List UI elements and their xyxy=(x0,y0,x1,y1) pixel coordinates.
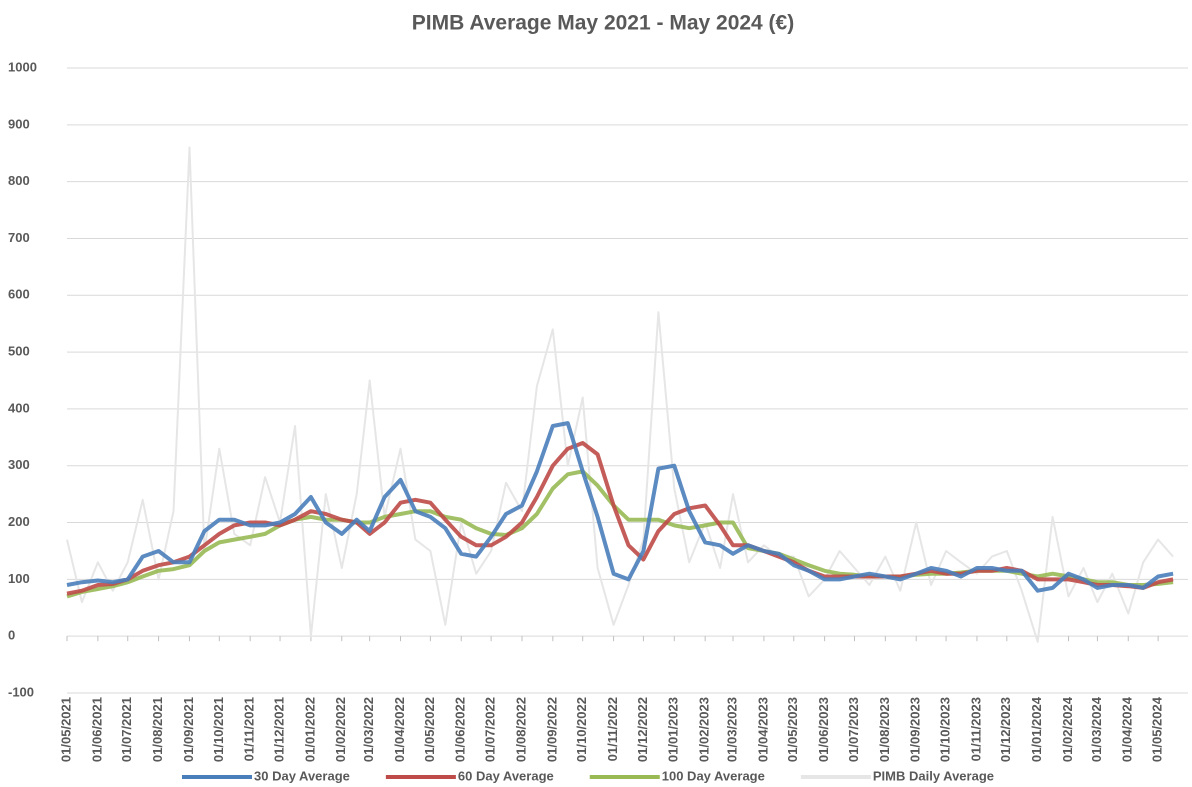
y-tick-label: 100 xyxy=(8,571,30,586)
x-tick-label: 01/12/2021 xyxy=(271,697,286,762)
x-tick-label: 01/09/2021 xyxy=(181,697,196,762)
y-tick-label: 1000 xyxy=(8,59,37,74)
legend-label: 30 Day Average xyxy=(254,768,350,783)
x-tick-label: 01/03/2024 xyxy=(1089,696,1104,762)
x-tick-label: 01/10/2021 xyxy=(211,697,226,762)
x-tick-label: 01/06/2022 xyxy=(453,697,468,762)
y-tick-label: 600 xyxy=(8,287,30,302)
x-tick-label: 01/11/2022 xyxy=(605,697,620,761)
x-tick-label: 01/10/2023 xyxy=(938,697,953,762)
x-tick-label: 01/01/2024 xyxy=(1029,696,1044,762)
x-tick-label: 01/07/2022 xyxy=(483,697,498,762)
y-tick-label: -100 xyxy=(8,684,34,699)
x-tick-label: 01/06/2023 xyxy=(816,697,831,762)
x-tick-label: 01/12/2023 xyxy=(998,697,1013,762)
legend-label: 60 Day Average xyxy=(458,768,554,783)
x-tick-label: 01/05/2024 xyxy=(1150,696,1165,762)
x-tick-label: 01/02/2022 xyxy=(333,697,348,762)
y-tick-label: 900 xyxy=(8,116,30,131)
y-tick-label: 200 xyxy=(8,514,30,529)
y-tick-label: 400 xyxy=(8,400,30,415)
x-tick-label: 01/10/2022 xyxy=(574,697,589,762)
y-tick-label: 800 xyxy=(8,173,30,188)
x-tick-label: 01/11/2021 xyxy=(242,697,257,761)
legend-label: 100 Day Average xyxy=(662,768,765,783)
x-tick-label: 01/05/2022 xyxy=(422,697,437,762)
x-tick-label: 01/05/2021 xyxy=(58,697,73,762)
chart-title: PIMB Average May 2021 - May 2024 (€) xyxy=(412,12,794,35)
x-tick-label: 01/07/2021 xyxy=(119,697,134,762)
x-tick-label: 01/06/2021 xyxy=(89,697,104,762)
y-tick-label: 700 xyxy=(8,230,30,245)
legend-label: PIMB Daily Average xyxy=(873,768,994,783)
y-tick-label: 500 xyxy=(8,344,30,359)
x-tick-label: 01/07/2023 xyxy=(846,697,861,762)
x-tick-label: 01/04/2023 xyxy=(755,697,770,762)
x-tick-label: 01/09/2022 xyxy=(544,697,559,762)
x-tick-label: 01/01/2023 xyxy=(666,697,681,762)
x-tick-label: 01/08/2021 xyxy=(150,697,165,762)
series-line xyxy=(66,421,1174,593)
y-tick-label: 0 xyxy=(8,628,15,643)
x-tick-label: 01/08/2023 xyxy=(877,697,892,762)
x-tick-label: 01/08/2022 xyxy=(513,697,528,762)
x-tick-label: 01/03/2023 xyxy=(724,697,739,762)
x-tick-label: 01/01/2022 xyxy=(302,697,317,762)
x-tick-label: 01/02/2024 xyxy=(1060,696,1075,762)
x-tick-label: 01/09/2023 xyxy=(908,697,923,762)
x-tick-label: 01/04/2022 xyxy=(392,697,407,762)
y-tick-label: 300 xyxy=(8,457,30,472)
x-tick-label: 01/05/2023 xyxy=(785,697,800,762)
x-tick-label: 01/02/2023 xyxy=(697,697,712,762)
x-tick-label: 01/11/2023 xyxy=(968,697,983,761)
series-line xyxy=(66,441,1174,596)
x-tick-label: 01/04/2024 xyxy=(1120,696,1135,762)
series-line xyxy=(66,146,1174,643)
x-tick-label: 01/12/2022 xyxy=(635,697,650,762)
x-tick-label: 01/03/2022 xyxy=(361,697,376,762)
